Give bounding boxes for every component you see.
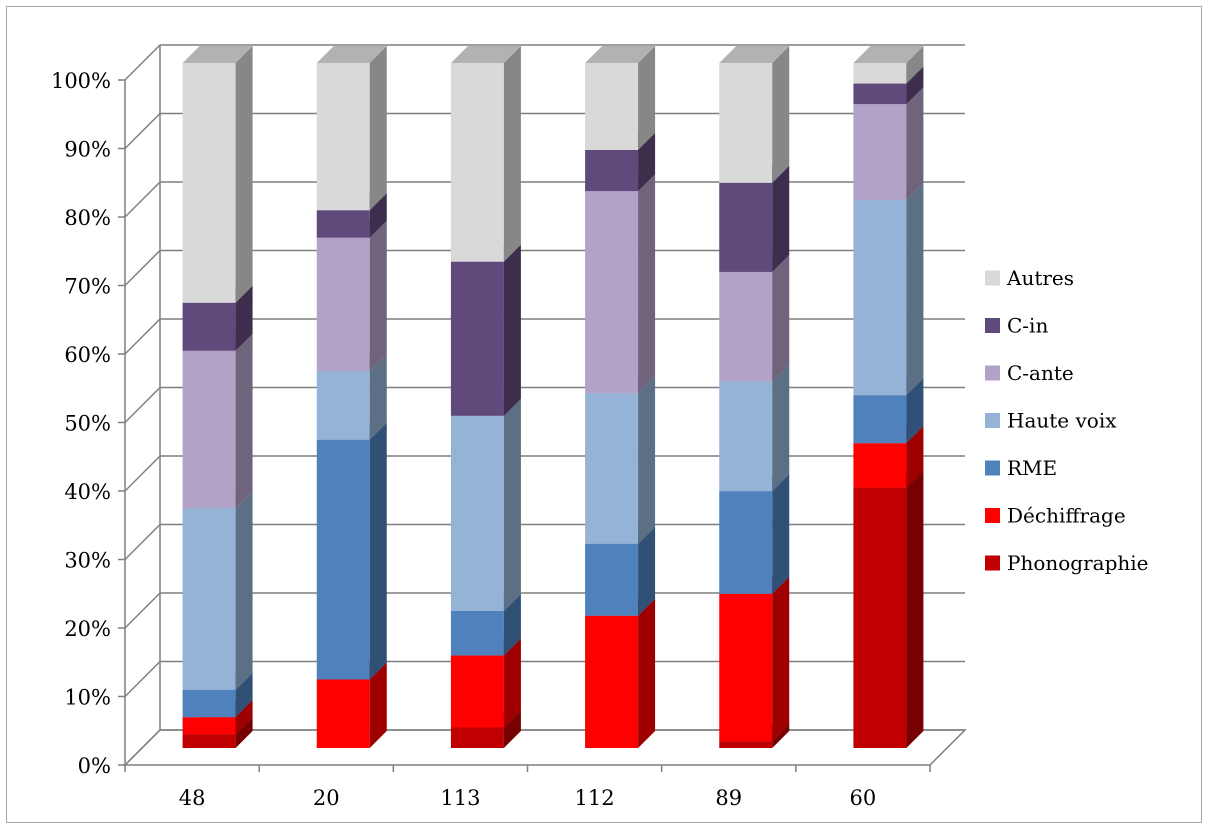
legend-item: C-in: [985, 314, 1048, 338]
x-axis-tick-labels: 48 20 113 112 89 60: [179, 786, 877, 810]
bar-segment: [316, 220, 387, 372]
side-gridline: [124, 386, 161, 424]
bar-stack-48: [182, 46, 253, 748]
legend-item: Phonographie: [985, 551, 1149, 575]
bar-segment: [450, 46, 521, 262]
bar-segment: [719, 46, 790, 183]
side-gridline: [124, 660, 161, 698]
bars: [182, 46, 924, 748]
legend-swatch: [985, 508, 1000, 523]
legend-item: Haute voix: [985, 409, 1117, 433]
legend-item: Autres: [985, 266, 1074, 290]
bar-segment: [182, 46, 253, 303]
bar-segment: [853, 183, 924, 396]
bar-stack-60: [853, 46, 924, 748]
bar-segment: [585, 598, 656, 748]
bar-segment: [316, 354, 387, 440]
legend-label: C-in: [1007, 314, 1048, 338]
y-tick-label: 30%: [64, 549, 111, 573]
legend-label: Déchiffrage: [1007, 504, 1126, 528]
bar-stack-20: [316, 46, 387, 748]
legend-swatch: [985, 413, 1000, 428]
legend-swatch: [985, 555, 1000, 571]
bar-segment: [853, 470, 924, 748]
bar-segment: [719, 364, 790, 492]
bar-segment: [450, 398, 521, 611]
bar-segment: [719, 254, 790, 382]
y-tick-label: 20%: [64, 617, 111, 641]
bar-segment: [585, 46, 656, 150]
bar-segment: [585, 174, 656, 394]
side-gridline: [124, 455, 161, 492]
bar-stack-112: [585, 46, 656, 748]
legend-item: RME: [985, 456, 1057, 480]
y-tick-label: 100%: [51, 69, 111, 93]
legend-swatch: [985, 365, 1000, 381]
legend-swatch: [985, 460, 1000, 476]
x-tick-label: 60: [850, 786, 877, 810]
bar-segment: [316, 422, 387, 680]
bar-segment: [853, 46, 924, 84]
legend-swatch: [985, 318, 1000, 333]
bar-segment: [182, 333, 253, 509]
y-tick-label: 60%: [64, 343, 111, 367]
x-tick-label: 20: [313, 786, 340, 810]
bar-segment: [585, 376, 656, 544]
side-gridline: [124, 318, 161, 355]
side-gridline: [124, 592, 161, 629]
y-tick-label: 50%: [64, 412, 111, 436]
bar-segment: [719, 576, 790, 742]
bar-stack-113: [450, 46, 521, 748]
x-tick-label: 48: [179, 786, 206, 810]
side-gridline: [124, 249, 161, 287]
legend: Autres C-in C-ante Haute voix RME Déchiffrage…: [985, 266, 1149, 575]
axes: [118, 45, 967, 772]
x-tick-label: 112: [575, 786, 615, 810]
legend-swatch: [985, 270, 1000, 286]
y-tick-label: 10%: [64, 686, 111, 710]
legend-label: Phonographie: [1007, 551, 1149, 575]
legend-label: Autres: [1006, 266, 1074, 290]
bar-segment: [719, 474, 790, 594]
side-gridline: [124, 44, 161, 81]
legend-item: Déchiffrage: [985, 504, 1126, 528]
legend-label: RME: [1007, 456, 1057, 480]
side-gridline: [124, 181, 161, 218]
y-axis-tick-labels: 0% 10% 20% 30% 40% 50% 60% 70% 80% 90% 100%: [51, 69, 111, 778]
bar-stack-89: [719, 46, 790, 748]
y-tick-label: 40%: [64, 480, 111, 504]
legend-label: Haute voix: [1007, 409, 1117, 433]
y-tick-label: 70%: [64, 275, 111, 299]
x-tick-label: 113: [440, 786, 480, 810]
x-tick-label: 89: [715, 786, 742, 810]
y-tick-label: 90%: [64, 138, 111, 162]
bar-segment: [316, 46, 387, 211]
legend-label: C-ante: [1007, 361, 1074, 385]
bar-segment: [182, 491, 253, 690]
side-gridline: [124, 112, 161, 150]
bar-segment: [450, 244, 521, 416]
floor: [123, 729, 967, 766]
y-tick-label: 0%: [78, 754, 111, 778]
legend-item: C-ante: [985, 361, 1074, 385]
y-tick-label: 80%: [64, 206, 111, 230]
side-gridline: [124, 523, 161, 561]
